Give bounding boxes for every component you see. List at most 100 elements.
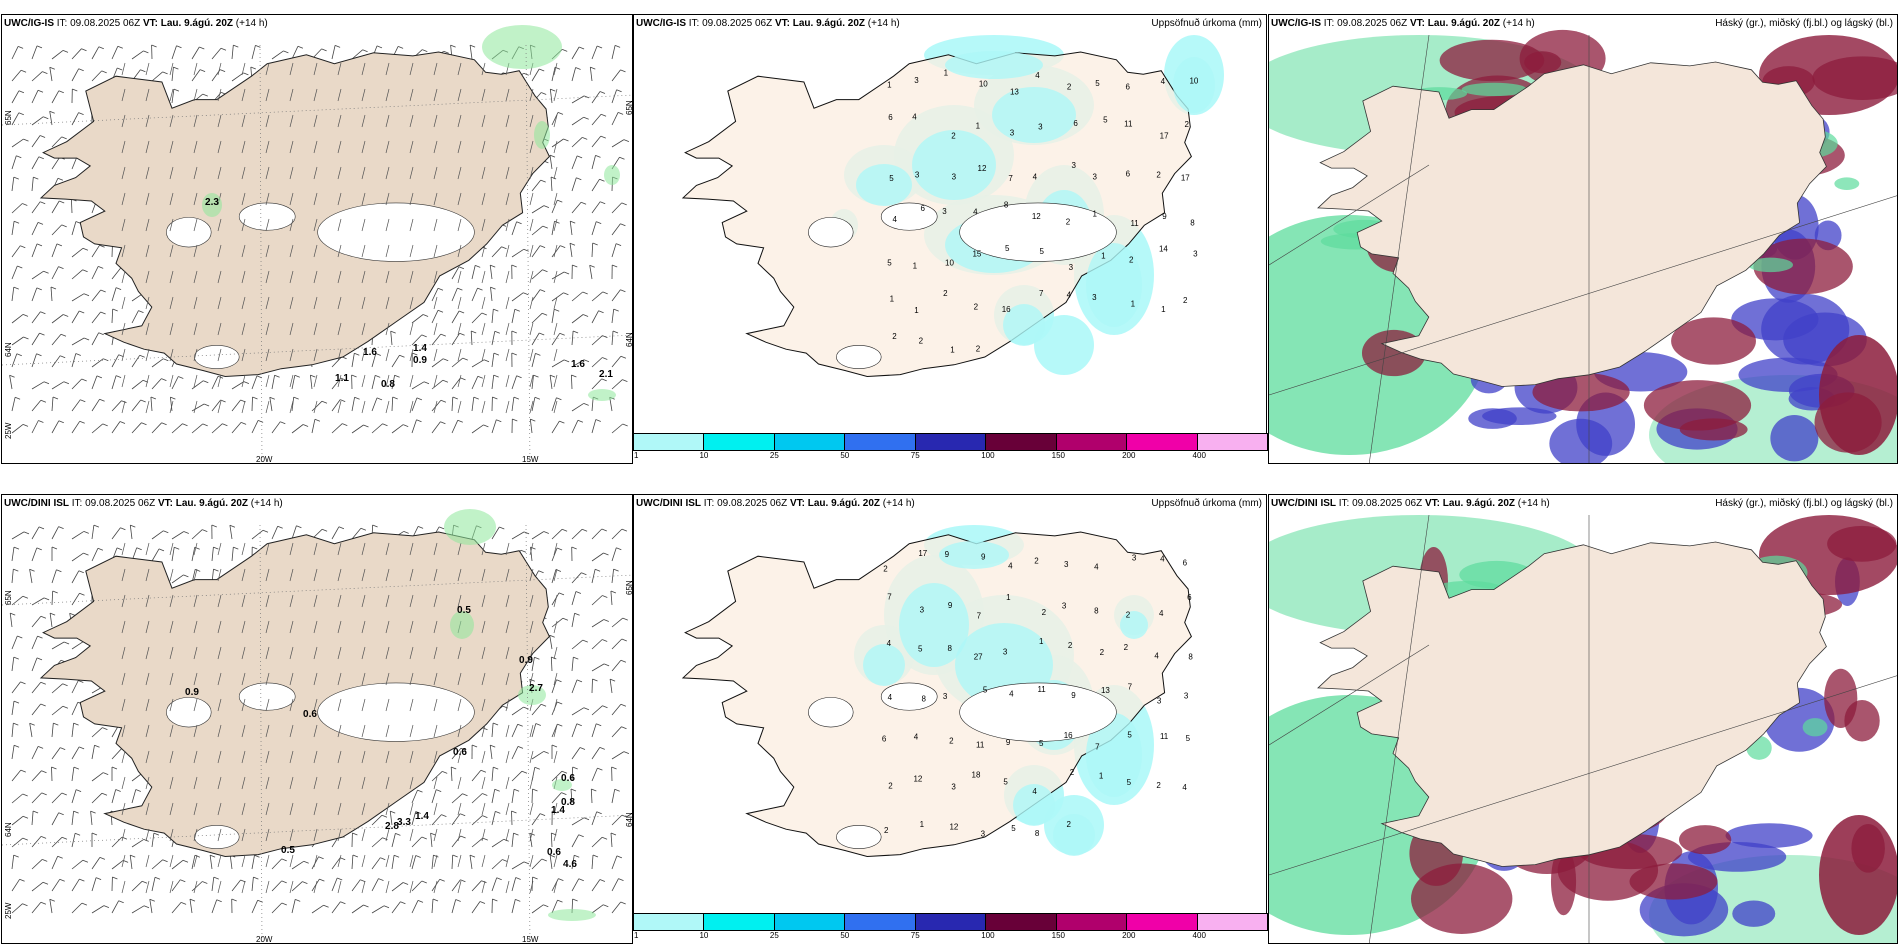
lat-label-right: 65N — [625, 100, 633, 115]
glacier — [836, 824, 882, 849]
glacier — [194, 824, 240, 849]
precip-value: 3 — [1184, 692, 1189, 701]
vt-value: Lau. 9.ágú. 20Z — [1442, 498, 1515, 509]
precip-value: 4 — [973, 208, 978, 217]
wind-value: 2.1 — [599, 369, 613, 380]
wind-value: 4.6 — [563, 859, 577, 870]
precip-value: 3 — [1069, 263, 1074, 272]
wind-value: 1.6 — [363, 347, 377, 358]
colorbar-tick: 10 — [699, 931, 709, 940]
precip-value: 3 — [920, 606, 925, 615]
panel-header: UWC/IG-IS IT: 09.08.2025 06Z VT: Lau. 9.… — [636, 18, 900, 29]
model-name: UWC/IG-IS — [636, 18, 686, 29]
wind-map: 65N 64N 65N 64N 25W 20W 15W 2.3 1.6 1.40.9 1.1 0.8 1… — [2, 25, 633, 463]
graticule — [1269, 34, 1897, 463]
vt-value: Lau. 9.ágú. 20Z — [160, 18, 233, 29]
precip-value: 2 — [884, 826, 889, 835]
precip-value: 27 — [974, 652, 983, 661]
iceland-land — [681, 531, 1193, 858]
wind-value: 2.3 — [205, 197, 219, 208]
precip-value: 2 — [888, 782, 893, 791]
iceland-land — [1317, 541, 1827, 867]
precip-value: 9 — [1006, 738, 1011, 747]
vt-label: VT: — [1424, 498, 1440, 509]
colorbar-tick: 50 — [840, 931, 850, 940]
precip-value: 6 — [1183, 559, 1188, 568]
lat-label-left: 65N — [4, 590, 13, 605]
it-value: 09.08.2025 06Z — [85, 498, 156, 509]
panel-header: UWC/IG-IS IT: 09.08.2025 06Z VT: Lau. 9.… — [4, 18, 268, 29]
lon-label: 25W — [4, 902, 13, 919]
vt-label: VT: — [142, 18, 158, 29]
it-value: 09.08.2025 06Z — [1352, 498, 1423, 509]
colorbar-cell — [703, 433, 775, 451]
colorbar-cell — [914, 913, 987, 931]
colorbar-cell — [703, 913, 775, 931]
precip-value: 3 — [981, 830, 986, 839]
glacier — [166, 217, 212, 248]
precip-value: 5 — [889, 174, 894, 183]
lat-label-left: 64N — [4, 342, 13, 357]
panel-header: UWC/DINI ISL IT: 09.08.2025 06Z VT: Lau.… — [636, 498, 915, 509]
precip-value: 2 — [974, 303, 979, 312]
wind-value: 0.9 — [413, 355, 427, 366]
wind-value-labels: 0.50.60.90.92.70.60.62.83.31.40.81.40.5 0… — [185, 605, 577, 870]
precip-value: 1 — [1006, 593, 1011, 602]
precip-value: 2 — [919, 337, 924, 346]
precip-shading — [444, 509, 596, 921]
colorbar-cell — [985, 433, 1057, 451]
glacier — [238, 202, 296, 231]
precip-value: 4 — [912, 113, 917, 122]
colorbar-cell — [633, 913, 705, 931]
wind-value: 1.4 — [415, 811, 429, 822]
precip-value: 5 — [1095, 79, 1100, 88]
precip-value: 2 — [1156, 171, 1161, 180]
colorbar-tick: 200 — [1122, 931, 1136, 940]
glacier — [959, 682, 1117, 742]
wind-value: 1.1 — [335, 373, 349, 384]
precip-value: 9 — [981, 553, 986, 562]
precip-value: 3 — [915, 170, 920, 179]
colorbar-cell — [1055, 913, 1128, 931]
colorbar-cell — [1196, 913, 1268, 931]
precip-value: 2 — [1070, 768, 1075, 777]
vt-value: Lau. 9.ágú. 20Z — [792, 18, 865, 29]
precip-colorbar-2: 1 10 25 50 75 100 150 200 400 — [633, 913, 1268, 941]
precip-value: 2 — [949, 736, 954, 745]
wind-value: 0.5 — [281, 845, 295, 856]
colorbar-tick: 400 — [1192, 931, 1206, 940]
precip-value: 3 — [1010, 129, 1015, 138]
colorbar-tick: 100 — [981, 451, 995, 460]
precip-value: 4 — [1159, 609, 1164, 618]
precip-value: 5 — [1103, 115, 1108, 124]
glacier — [836, 344, 882, 369]
precip-value: 7 — [1039, 289, 1044, 298]
panel-header: UWC/IG-IS IT: 09.08.2025 06Z VT: Lau. 9.… — [1271, 18, 1535, 29]
cloud-title: Háský (gr.), miðský (fj.bl.) og lágský (… — [1715, 498, 1893, 509]
precip-value: 3 — [952, 173, 957, 182]
precip-value: 4 — [887, 639, 892, 648]
wind-value: 0.6 — [561, 773, 575, 784]
precip-value: 2 — [1126, 611, 1131, 620]
it-label: IT: — [703, 498, 715, 509]
colorbar-cell — [773, 913, 846, 931]
lon-label: 25W — [4, 422, 13, 439]
precip-value: 11 — [1124, 120, 1133, 129]
precip-value: 1 — [1131, 300, 1136, 309]
precip-value: 4 — [1009, 689, 1014, 698]
it-label: IT: — [56, 18, 68, 29]
wind-value: 0.5 — [457, 605, 471, 616]
colorbar-cell — [914, 433, 987, 451]
precip-value: 8 — [1094, 607, 1099, 616]
glacier — [317, 682, 475, 742]
precip-value: 8 — [1188, 652, 1193, 661]
colorbar-tick: 400 — [1192, 451, 1206, 460]
precip-title: Uppsöfnuð úrkoma (mm) — [1151, 18, 1262, 29]
precip-value: 2 — [1068, 641, 1073, 650]
precip-value: 12 — [1032, 212, 1041, 221]
glacier — [166, 697, 212, 728]
it-value: 09.08.2025 06Z — [70, 18, 141, 29]
model-name: UWC/DINI ISL — [1271, 498, 1336, 509]
